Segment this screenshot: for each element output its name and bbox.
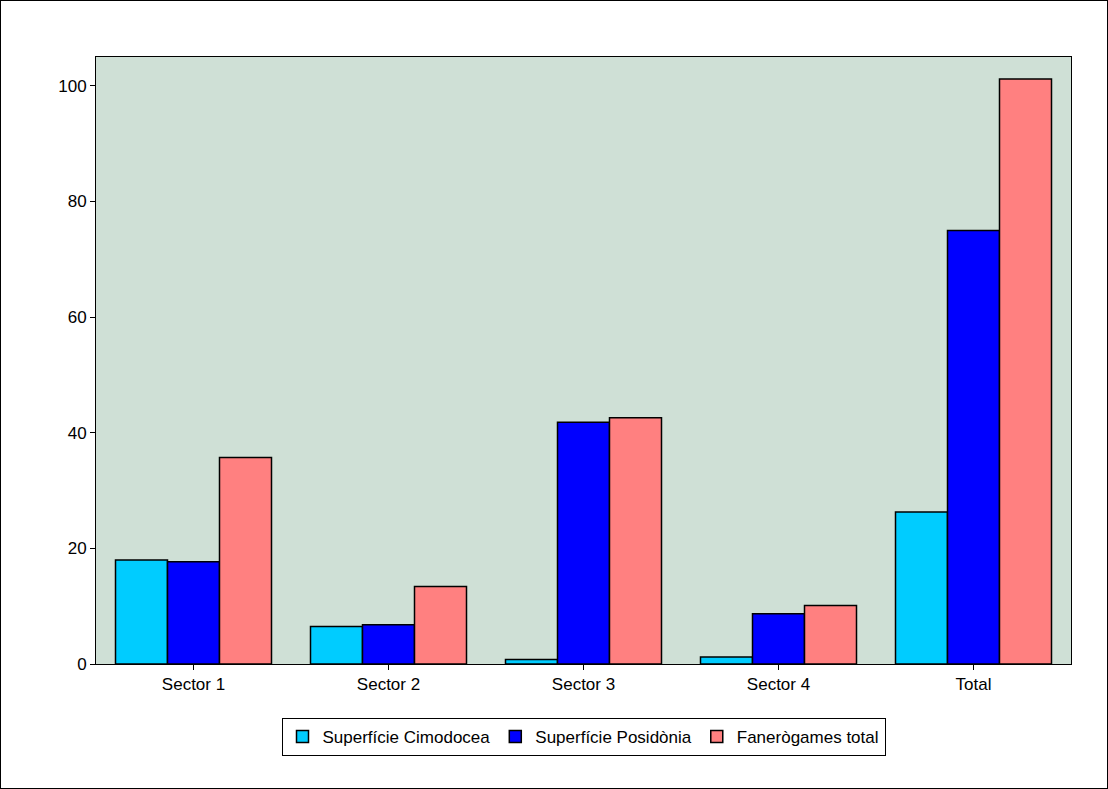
svg-text:Sector 3: Sector 3	[552, 675, 615, 694]
svg-text:100: 100	[58, 77, 86, 96]
svg-text:Sector 2: Sector 2	[357, 675, 420, 694]
svg-text:Fanerògames total: Fanerògames total	[737, 728, 879, 747]
svg-text:0: 0	[77, 655, 86, 674]
svg-text:Sector 4: Sector 4	[747, 675, 810, 694]
svg-text:Total: Total	[956, 675, 992, 694]
svg-text:Superfície Cimodocea: Superfície Cimodocea	[323, 728, 491, 747]
svg-text:80: 80	[68, 192, 87, 211]
svg-text:60: 60	[68, 308, 87, 327]
svg-text:40: 40	[68, 424, 87, 443]
svg-text:Sector 1: Sector 1	[162, 675, 225, 694]
svg-text:Superfície Posidònia: Superfície Posidònia	[535, 728, 691, 747]
svg-text:20: 20	[68, 539, 87, 558]
